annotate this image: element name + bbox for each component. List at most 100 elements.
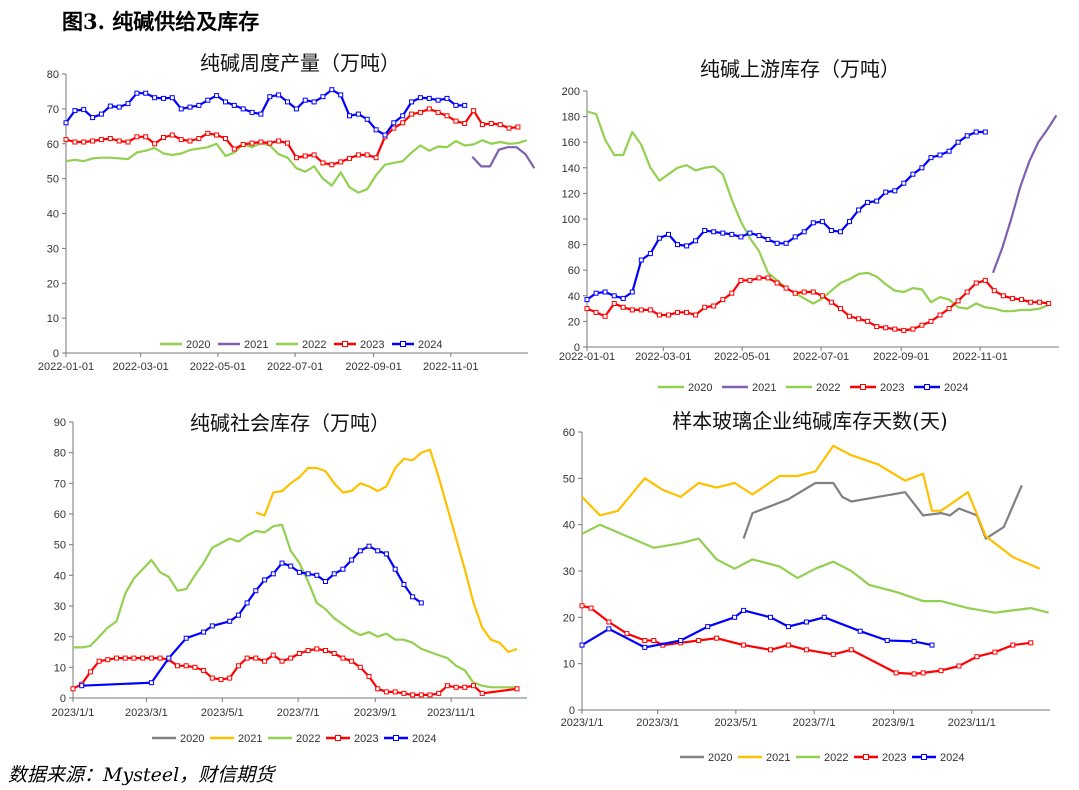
data-point-2024 — [63, 120, 69, 126]
data-point-2023 — [288, 655, 294, 661]
data-point-2023 — [218, 677, 224, 683]
data-point-2024 — [382, 132, 388, 138]
data-point-2024 — [675, 242, 680, 248]
data-point-2023 — [90, 138, 96, 144]
data-point-2024 — [79, 683, 85, 689]
legend-label: 2021 — [244, 339, 268, 351]
data-point-2024 — [738, 234, 744, 240]
x-tick-label: 2023/9/1 — [354, 707, 397, 719]
data-point-2024 — [134, 90, 140, 96]
data-point-2023 — [479, 690, 485, 696]
data-point-2023 — [323, 648, 328, 653]
data-point-2023 — [514, 686, 520, 692]
data-point-2024 — [302, 97, 308, 103]
data-point-2023 — [253, 655, 259, 661]
data-point-2023 — [830, 651, 836, 657]
data-point-2024 — [400, 113, 406, 119]
data-point-2023 — [874, 324, 880, 329]
legend-label: 2022 — [302, 339, 326, 351]
data-point-2024 — [821, 614, 827, 620]
data-point-2024 — [357, 548, 363, 554]
data-point-2023 — [375, 686, 381, 692]
data-point-2024 — [148, 680, 154, 686]
data-point-2023 — [418, 692, 424, 698]
data-point-2023 — [955, 298, 961, 304]
legend-entry-2020: 2020 — [680, 752, 732, 764]
y-tick-label: 60 — [54, 509, 66, 521]
data-point-2024 — [235, 612, 241, 618]
data-point-2023 — [711, 303, 717, 309]
data-point-2023 — [231, 146, 237, 152]
data-point-2024 — [364, 116, 370, 122]
legend-label: 2020 — [180, 733, 204, 745]
y-tick-label: 20 — [563, 612, 575, 624]
data-point-2023 — [919, 322, 925, 328]
data-point-2024 — [183, 635, 189, 641]
data-point-2024 — [929, 642, 935, 648]
legend-label: 2024 — [944, 382, 968, 394]
data-point-2023 — [311, 152, 317, 158]
data-point-2024 — [453, 102, 459, 108]
data-point-2023 — [629, 307, 635, 313]
legend-label: 2024 — [418, 339, 442, 351]
data-point-2023 — [579, 603, 585, 609]
legend-label: 2022 — [824, 752, 848, 764]
y-tick-label: 50 — [47, 174, 59, 186]
data-point-2023 — [1037, 299, 1043, 305]
data-point-2023 — [192, 664, 198, 670]
data-point-2024 — [865, 199, 871, 205]
data-point-2023 — [1010, 642, 1016, 648]
data-point-2024 — [774, 240, 780, 246]
data-point-2024 — [964, 133, 970, 139]
data-point-2023 — [285, 140, 290, 146]
data-point-2023 — [107, 136, 113, 141]
legend-label: 2023 — [360, 339, 384, 351]
data-point-2024 — [638, 257, 644, 263]
data-point-2023 — [462, 684, 468, 690]
data-point-2023 — [756, 275, 762, 281]
data-point-2023 — [729, 290, 735, 296]
data-point-2023 — [642, 638, 648, 643]
data-point-2023 — [819, 293, 825, 299]
data-point-2024 — [209, 623, 215, 629]
y-tick-label: 90 — [54, 417, 66, 429]
legend-marker — [393, 735, 399, 741]
data-point-2024 — [366, 543, 372, 549]
data-point-2023 — [366, 674, 372, 679]
data-point-2024 — [373, 127, 379, 133]
legend-entry-2020: 2020 — [152, 733, 204, 745]
chart-title: 纯碱周度产量（万吨） — [200, 51, 400, 75]
data-point-2023 — [768, 647, 773, 653]
y-tick-label: 40 — [47, 209, 59, 221]
data-point-2023 — [638, 307, 644, 313]
legend-entry-2024: 2024 — [384, 733, 436, 745]
x-tick-label: 2022-11-01 — [952, 351, 1007, 363]
data-point-2023 — [114, 655, 119, 661]
data-point-2024 — [401, 582, 407, 587]
x-tick-label: 2022-09-01 — [345, 361, 401, 373]
data-point-2024 — [720, 230, 726, 236]
data-point-2023 — [611, 301, 617, 306]
y-tick-label: 30 — [54, 601, 66, 613]
data-point-2023 — [178, 137, 184, 143]
legend-label: 2023 — [882, 752, 906, 764]
y-tick-label: 40 — [563, 520, 575, 532]
data-point-2023 — [506, 125, 512, 131]
x-tick-label: 2023/9/1 — [872, 717, 915, 729]
data-point-2023 — [347, 155, 352, 161]
data-point-2023 — [992, 649, 998, 655]
series-line-2021 — [581, 444, 1041, 570]
data-point-2024 — [937, 152, 943, 158]
data-point-2023 — [223, 136, 228, 141]
data-point-2024 — [666, 231, 671, 237]
series-line-2024 — [65, 88, 465, 137]
data-point-2024 — [178, 106, 184, 112]
data-point-2023 — [122, 655, 128, 661]
data-point-2023 — [409, 111, 415, 117]
data-point-2023 — [258, 139, 264, 145]
data-point-2023 — [1028, 299, 1034, 305]
data-point-2024 — [340, 566, 346, 572]
legend-entry-2020: 2020 — [160, 339, 210, 351]
data-point-2023 — [666, 312, 671, 318]
x-tick-label: 2022-03-01 — [635, 351, 691, 363]
